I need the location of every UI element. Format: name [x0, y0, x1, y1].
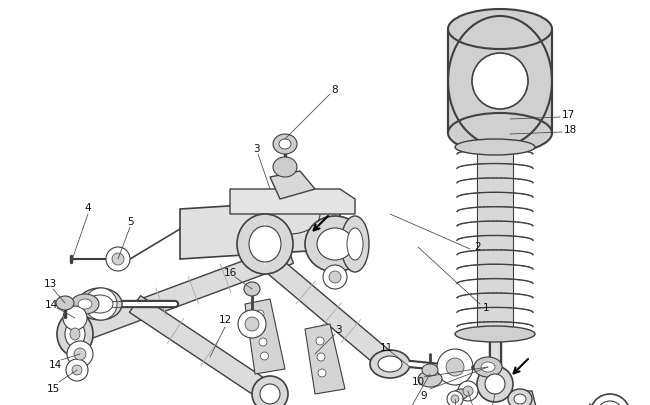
Text: 14: 14: [48, 359, 62, 369]
Ellipse shape: [451, 395, 459, 403]
Ellipse shape: [347, 228, 363, 260]
Ellipse shape: [508, 389, 532, 405]
Ellipse shape: [446, 358, 464, 376]
Ellipse shape: [106, 247, 130, 271]
Circle shape: [597, 401, 623, 405]
Text: 3: 3: [335, 324, 341, 334]
Ellipse shape: [66, 359, 88, 381]
Ellipse shape: [485, 374, 505, 394]
Ellipse shape: [87, 295, 113, 313]
Ellipse shape: [474, 357, 502, 377]
Circle shape: [257, 324, 265, 332]
Ellipse shape: [418, 371, 442, 387]
Text: 11: 11: [380, 342, 393, 352]
Ellipse shape: [370, 350, 410, 378]
Ellipse shape: [72, 365, 82, 375]
Polygon shape: [270, 172, 315, 200]
Ellipse shape: [437, 349, 473, 385]
Ellipse shape: [481, 362, 495, 372]
Text: 1: 1: [483, 302, 489, 312]
Ellipse shape: [422, 364, 438, 376]
Text: 10: 10: [411, 376, 424, 386]
Ellipse shape: [305, 216, 365, 272]
Text: 2: 2: [474, 241, 481, 252]
Ellipse shape: [341, 216, 369, 272]
Ellipse shape: [252, 376, 288, 405]
Circle shape: [317, 353, 325, 361]
Ellipse shape: [63, 306, 87, 330]
Ellipse shape: [245, 317, 259, 331]
Ellipse shape: [56, 296, 74, 310]
Text: 9: 9: [421, 390, 427, 400]
Ellipse shape: [65, 321, 85, 347]
Polygon shape: [129, 296, 276, 402]
Ellipse shape: [70, 328, 80, 340]
Polygon shape: [254, 247, 396, 372]
Ellipse shape: [238, 310, 266, 338]
Text: 14: 14: [44, 299, 58, 309]
Ellipse shape: [448, 10, 552, 50]
Ellipse shape: [67, 341, 93, 367]
Polygon shape: [305, 324, 345, 394]
Text: 17: 17: [562, 110, 575, 120]
Ellipse shape: [514, 394, 526, 404]
Polygon shape: [72, 245, 294, 343]
Ellipse shape: [112, 254, 124, 265]
Text: 3: 3: [253, 144, 259, 153]
Ellipse shape: [329, 271, 341, 284]
Ellipse shape: [323, 265, 347, 289]
Ellipse shape: [477, 366, 513, 402]
Ellipse shape: [57, 312, 93, 356]
Ellipse shape: [78, 299, 92, 309]
Text: 13: 13: [44, 278, 57, 288]
Circle shape: [472, 54, 528, 110]
Text: 15: 15: [46, 383, 60, 393]
Circle shape: [256, 310, 264, 318]
Ellipse shape: [448, 114, 552, 153]
Text: 8: 8: [332, 85, 338, 95]
Ellipse shape: [455, 140, 535, 156]
Text: 12: 12: [218, 314, 231, 324]
Ellipse shape: [463, 386, 473, 396]
Circle shape: [590, 394, 630, 405]
Ellipse shape: [260, 384, 280, 404]
Ellipse shape: [249, 226, 281, 262]
Ellipse shape: [458, 381, 478, 401]
Ellipse shape: [71, 294, 99, 314]
Ellipse shape: [279, 140, 291, 149]
Polygon shape: [180, 200, 340, 259]
Ellipse shape: [237, 215, 293, 274]
Polygon shape: [508, 391, 536, 405]
Ellipse shape: [74, 348, 86, 360]
Ellipse shape: [455, 326, 535, 342]
Circle shape: [261, 352, 268, 360]
Circle shape: [318, 369, 326, 377]
Text: 5: 5: [127, 216, 133, 226]
Circle shape: [259, 338, 267, 346]
Text: 18: 18: [564, 125, 577, 135]
Text: 16: 16: [224, 267, 237, 277]
Ellipse shape: [78, 288, 122, 320]
Circle shape: [316, 337, 324, 345]
Polygon shape: [448, 30, 552, 134]
Polygon shape: [477, 148, 513, 334]
Ellipse shape: [273, 135, 297, 155]
Ellipse shape: [454, 389, 468, 399]
Polygon shape: [245, 299, 285, 374]
Ellipse shape: [85, 288, 117, 320]
Text: 4: 4: [84, 202, 91, 213]
Ellipse shape: [244, 282, 260, 296]
Polygon shape: [490, 334, 500, 379]
Polygon shape: [230, 190, 355, 215]
Ellipse shape: [378, 356, 402, 372]
Ellipse shape: [317, 228, 353, 260]
Ellipse shape: [447, 391, 463, 405]
Ellipse shape: [273, 158, 297, 177]
